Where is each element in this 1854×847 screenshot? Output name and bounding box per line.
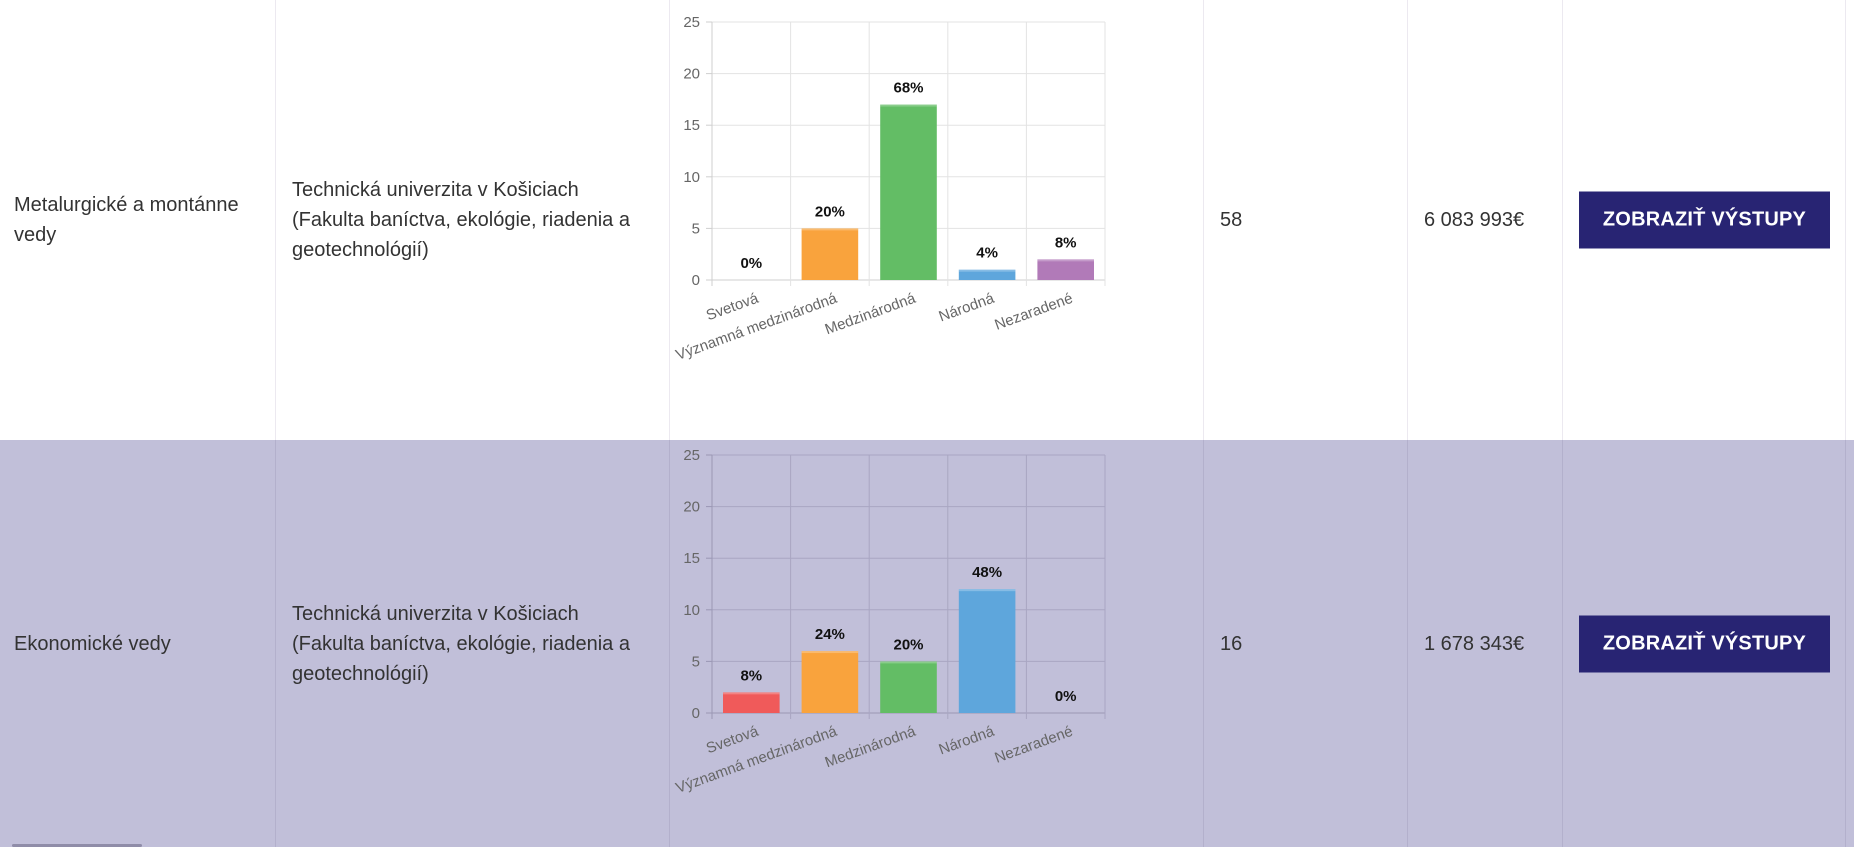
- x-tick-label-medzinarodna: Medzinárodná: [823, 723, 919, 772]
- institution-name: Technická univerzita v Košiciach (Fakult…: [292, 602, 630, 685]
- bar-top-edge: [958, 589, 1016, 592]
- field-cell: Metalurgické a montánne vedy: [0, 0, 276, 440]
- row-edge: [1846, 440, 1854, 847]
- bar-top-edge: [958, 269, 1016, 272]
- bar-nezaradene: [1037, 259, 1094, 280]
- y-tick-label: 20: [683, 499, 700, 516]
- bar-top-edge: [880, 661, 937, 664]
- x-tick-label-narodna: Národná: [937, 290, 998, 326]
- y-tick-label: 10: [683, 602, 700, 619]
- count-cell: 58: [1204, 0, 1408, 440]
- bar-narodna: [958, 269, 1016, 280]
- data-label-svetova: 8%: [740, 667, 762, 684]
- data-label-vyznamna-medzinarodna: 20%: [815, 203, 845, 220]
- data-label-medzinarodna: 68%: [893, 80, 923, 97]
- data-label-nezaradene: 0%: [1055, 688, 1077, 705]
- y-tick-label: 5: [692, 653, 700, 670]
- amount-cell: 6 083 993€: [1408, 0, 1563, 440]
- x-tick-label-nezaradene: Nezaradené: [992, 723, 1075, 767]
- field-name: Metalurgické a montánne vedy: [14, 194, 239, 246]
- bar-vyznamna-medzinarodna: [801, 228, 859, 280]
- show-outputs-button[interactable]: ZOBRAZIŤ VÝSTUPY: [1579, 615, 1830, 672]
- institution-name: Technická univerzita v Košiciach (Fakult…: [292, 179, 630, 261]
- x-tick-label-narodna: Národná: [937, 723, 998, 759]
- field-cell: Ekonomické vedy: [0, 440, 276, 847]
- institution-cell: Technická univerzita v Košiciach (Fakult…: [276, 0, 670, 440]
- bar-svetova: [723, 692, 780, 713]
- horizontal-scrollbar[interactable]: [12, 844, 142, 847]
- bar-medzinarodna: [880, 104, 937, 280]
- y-tick-label: 0: [692, 705, 700, 722]
- y-tick-label: 25: [683, 447, 700, 464]
- data-label-vyznamna-medzinarodna: 24%: [815, 626, 845, 643]
- data-label-svetova: 0%: [740, 255, 762, 272]
- data-label-narodna: 4%: [976, 245, 998, 262]
- action-cell: ZOBRAZIŤ VÝSTUPY: [1563, 0, 1846, 440]
- chart-cell: 0 5 10 15 20 25 8% Svetová 24% Významná medzináro…: [670, 440, 1204, 847]
- bar-medzinarodna: [880, 661, 937, 713]
- y-tick-label: 20: [683, 66, 700, 83]
- field-name: Ekonomické vedy: [14, 632, 171, 655]
- output-count: 58: [1220, 209, 1243, 231]
- y-tick-label: 0: [692, 272, 700, 289]
- bar-top-edge: [723, 692, 780, 695]
- show-outputs-button[interactable]: ZOBRAZIŤ VÝSTUPY: [1579, 191, 1830, 249]
- bar-vyznamna-medzinarodna: [801, 651, 859, 713]
- bar-top-edge: [801, 651, 859, 654]
- output-count: 16: [1220, 632, 1243, 655]
- data-label-medzinarodna: 20%: [893, 636, 923, 653]
- data-label-nezaradene: 8%: [1055, 234, 1077, 251]
- bar-top-edge: [880, 104, 937, 107]
- bar-narodna: [958, 589, 1016, 713]
- institution-cell: Technická univerzita v Košiciach (Fakult…: [276, 440, 670, 847]
- bar-top-edge: [801, 228, 859, 231]
- y-tick-label: 5: [692, 220, 700, 237]
- table-row: Ekonomické vedy Technická univerzita v K…: [0, 440, 1854, 847]
- row-edge: [1846, 0, 1854, 440]
- chart-cell: 0 5 10 15 20 25 0% Svetová 20% Významná medzináro…: [670, 0, 1204, 440]
- amount-cell: 1 678 343€: [1408, 440, 1563, 847]
- funding-amount: 6 083 993€: [1424, 209, 1525, 231]
- funding-amount: 1 678 343€: [1424, 632, 1525, 655]
- action-cell: ZOBRAZIŤ VÝSTUPY: [1563, 440, 1846, 847]
- y-tick-label: 15: [683, 550, 700, 567]
- x-tick-label-nezaradene: Nezaradené: [992, 290, 1075, 334]
- y-tick-label: 10: [683, 169, 700, 186]
- x-tick-label-medzinarodna: Medzinárodná: [823, 290, 919, 339]
- y-tick-label: 15: [683, 117, 700, 134]
- data-label-narodna: 48%: [972, 564, 1002, 581]
- y-tick-label: 25: [683, 14, 700, 31]
- table-row: Metalurgické a montánne vedy Technická u…: [0, 0, 1854, 440]
- bar-top-edge: [1037, 259, 1094, 262]
- count-cell: 16: [1204, 440, 1408, 847]
